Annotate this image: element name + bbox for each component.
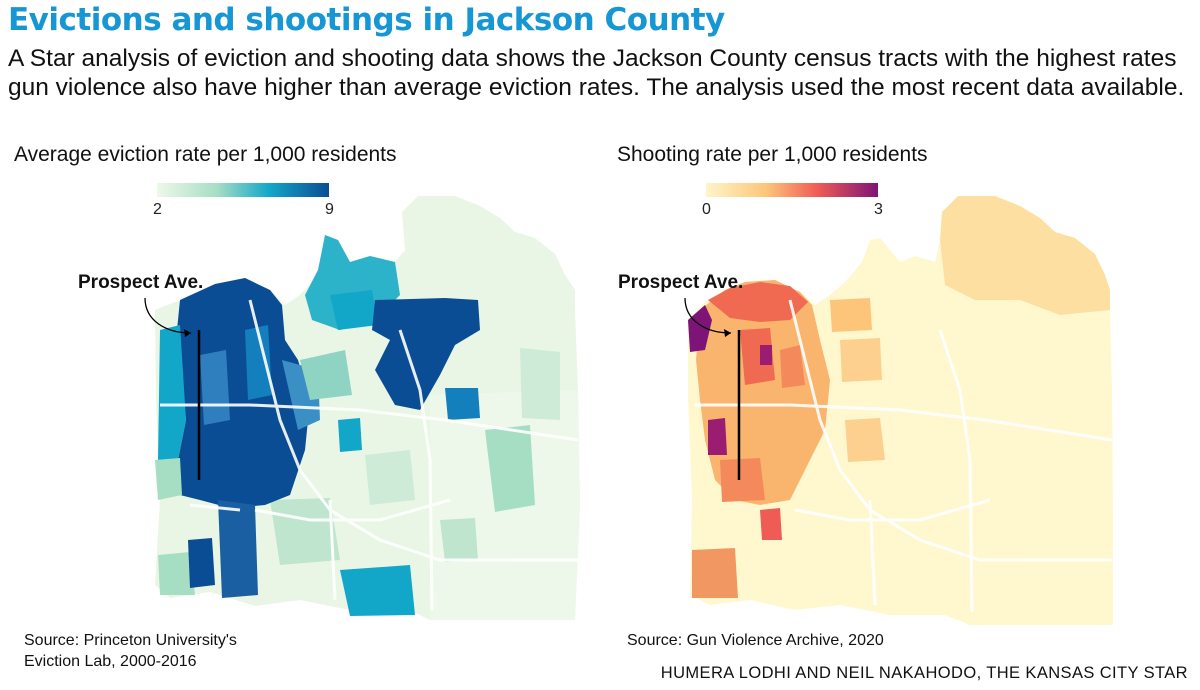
eviction-legend-min: 2 (153, 201, 162, 218)
shooting-map-title: Shooting rate per 1,000 residents (617, 143, 928, 166)
eviction-legend: 2 9 (153, 183, 334, 223)
callout-arrow (144, 297, 192, 334)
tract-patch (338, 418, 362, 452)
shooting-color-scale (706, 183, 878, 197)
eviction-source: Source: Princeton University's Eviction … (24, 630, 237, 672)
shooting-source-line1: Source: Gun Violence Archive, 2020 (627, 632, 884, 649)
tract-patch (445, 388, 480, 420)
tract-patch (760, 508, 782, 540)
tract-patch (708, 418, 727, 455)
tract-patch (780, 345, 805, 388)
tract-west-core (696, 280, 830, 505)
tract-patch (520, 348, 560, 420)
eviction-source-line1: Source: Princeton University's (24, 632, 237, 649)
tract-patch (200, 350, 230, 425)
shooting-source: Source: Gun Violence Archive, 2020 (627, 630, 884, 651)
tract-patch (440, 518, 478, 562)
tract-patch (300, 350, 352, 400)
tract-patch (155, 458, 182, 500)
tract-core (176, 278, 310, 508)
credit-line: HUMERA LODHI AND NEIL NAKAHODO, THE KANS… (660, 664, 1188, 682)
page-title: Evictions and shootings in Jackson Count… (8, 2, 725, 38)
eviction-map: Prospect Ave. (78, 196, 580, 620)
tract-patch (245, 325, 272, 400)
tract-patch (845, 418, 885, 462)
callout-arrowhead (184, 329, 191, 337)
tract-patch (365, 450, 415, 505)
shooting-legend-max: 3 (874, 201, 883, 218)
tract-south-column (188, 538, 215, 588)
tract-patch (340, 565, 415, 616)
tract-patch (720, 458, 765, 502)
tract-east-dark (372, 298, 480, 410)
tract-patch (840, 338, 882, 382)
subtitle: A Star analysis of eviction and shooting… (8, 45, 1185, 101)
tract-patch (158, 552, 195, 595)
shooting-legend-min: 0 (702, 201, 711, 218)
tract-ne-region (940, 196, 1110, 315)
tract-patch (485, 425, 535, 512)
eviction-color-scale (157, 183, 329, 197)
tract-patch (760, 345, 772, 365)
prospect-ave-label: Prospect Ave. (78, 272, 203, 293)
shooting-legend: 0 3 (702, 183, 883, 223)
tract-red-north (708, 282, 808, 322)
highways (160, 299, 579, 611)
prospect-ave-label: Prospect Ave. (618, 272, 743, 293)
shooting-map: Prospect Ave. (618, 196, 1113, 625)
callout-arrowhead (724, 329, 731, 337)
eviction-source-line2: Eviction Lab, 2000-2016 (24, 653, 197, 670)
tract-patch (158, 325, 186, 460)
eviction-legend-max: 9 (325, 201, 334, 218)
tract-purple-nw (688, 305, 712, 352)
highways (695, 299, 1113, 613)
tract-patch (740, 328, 775, 385)
callout-arrow (684, 297, 732, 334)
tract-south-column (218, 500, 258, 598)
tract-patch (830, 298, 872, 332)
tract-patch (692, 548, 738, 598)
eviction-map-title: Average eviction rate per 1,000 resident… (14, 143, 397, 166)
tract-patch (330, 290, 378, 330)
